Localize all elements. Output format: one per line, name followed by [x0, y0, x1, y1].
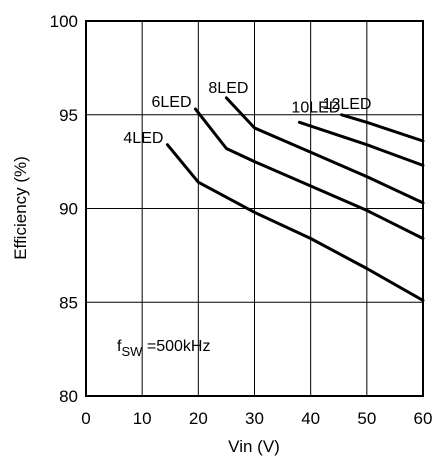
- frequency-annotation: fSW =500kHz: [117, 338, 210, 359]
- x-tick-label: 10: [133, 409, 152, 428]
- y-tick-label: 100: [50, 12, 78, 31]
- series-line-4led: [165, 143, 425, 302]
- annotation-subscript: SW: [121, 344, 143, 359]
- x-tick-label: 60: [414, 409, 433, 428]
- y-tick-label: 85: [59, 293, 78, 312]
- y-tick-label: 90: [59, 200, 78, 219]
- series-line-10led: [297, 120, 425, 167]
- x-tick-label: 50: [357, 409, 376, 428]
- y-axis-label: Efficiency (%): [11, 156, 30, 260]
- series-line-6led: [194, 107, 425, 240]
- x-tick-label: 0: [81, 409, 90, 428]
- annotation-prefix: f: [117, 338, 122, 355]
- series-label-4led: 4LED: [123, 130, 163, 147]
- series-label-10led: 10LED: [291, 99, 340, 116]
- y-tick-label: 95: [59, 106, 78, 125]
- series-line-8led: [224, 96, 425, 205]
- x-tick-label: 20: [189, 409, 208, 428]
- x-tick-label: 30: [245, 409, 264, 428]
- series-layer: [165, 96, 425, 302]
- series-label-12led: 12LED: [323, 96, 372, 113]
- x-tick-label: 40: [301, 409, 320, 428]
- grid-layer: [86, 21, 423, 396]
- plot-frame: [85, 20, 424, 397]
- tick-labels: 0 10 20 30 40 50 60 80 85 90 95 100: [50, 12, 433, 428]
- series-line-12led: [340, 113, 425, 143]
- series-label-8led: 8LED: [208, 80, 248, 97]
- series-label-6led: 6LED: [151, 94, 191, 111]
- annotation-suffix: =500kHz: [142, 338, 210, 355]
- x-axis-label: Vin (V): [228, 437, 280, 456]
- y-tick-label: 80: [59, 387, 78, 406]
